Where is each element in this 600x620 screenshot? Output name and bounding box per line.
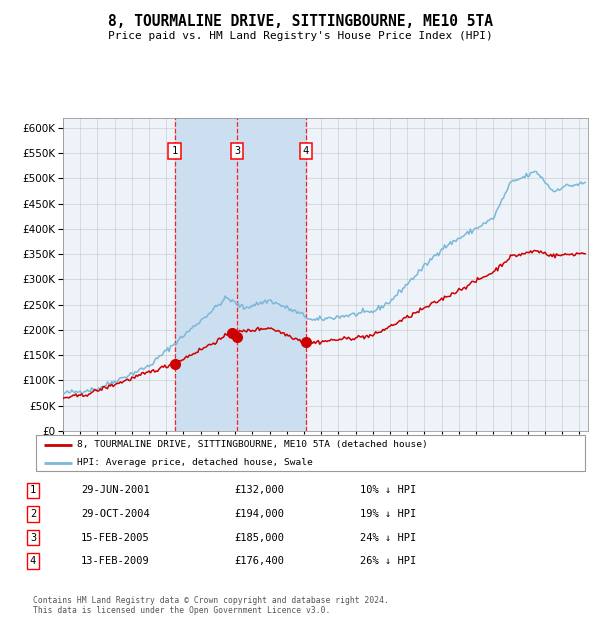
Text: 3: 3: [234, 146, 241, 156]
Text: £132,000: £132,000: [234, 485, 284, 495]
Text: 10% ↓ HPI: 10% ↓ HPI: [360, 485, 416, 495]
Text: £185,000: £185,000: [234, 533, 284, 542]
Text: 19% ↓ HPI: 19% ↓ HPI: [360, 509, 416, 519]
Text: £194,000: £194,000: [234, 509, 284, 519]
Text: Contains HM Land Registry data © Crown copyright and database right 2024.
This d: Contains HM Land Registry data © Crown c…: [33, 596, 389, 615]
Text: 24% ↓ HPI: 24% ↓ HPI: [360, 533, 416, 542]
Text: 2: 2: [30, 509, 36, 519]
Text: 3: 3: [30, 533, 36, 542]
Text: HPI: Average price, detached house, Swale: HPI: Average price, detached house, Swal…: [77, 458, 313, 467]
Text: 4: 4: [30, 556, 36, 566]
Bar: [175, 118, 306, 431]
Text: 1: 1: [172, 146, 178, 156]
Text: £176,400: £176,400: [234, 556, 284, 566]
Text: 8, TOURMALINE DRIVE, SITTINGBOURNE, ME10 5TA (detached house): 8, TOURMALINE DRIVE, SITTINGBOURNE, ME10…: [77, 440, 428, 450]
Text: 13-FEB-2009: 13-FEB-2009: [81, 556, 150, 566]
Text: 4: 4: [303, 146, 309, 156]
Text: 1: 1: [30, 485, 36, 495]
Text: 29-JUN-2001: 29-JUN-2001: [81, 485, 150, 495]
Text: 15-FEB-2005: 15-FEB-2005: [81, 533, 150, 542]
Text: 29-OCT-2004: 29-OCT-2004: [81, 509, 150, 519]
Text: Price paid vs. HM Land Registry's House Price Index (HPI): Price paid vs. HM Land Registry's House …: [107, 31, 493, 41]
Text: 8, TOURMALINE DRIVE, SITTINGBOURNE, ME10 5TA: 8, TOURMALINE DRIVE, SITTINGBOURNE, ME10…: [107, 14, 493, 29]
FancyBboxPatch shape: [36, 435, 585, 471]
Text: 26% ↓ HPI: 26% ↓ HPI: [360, 556, 416, 566]
